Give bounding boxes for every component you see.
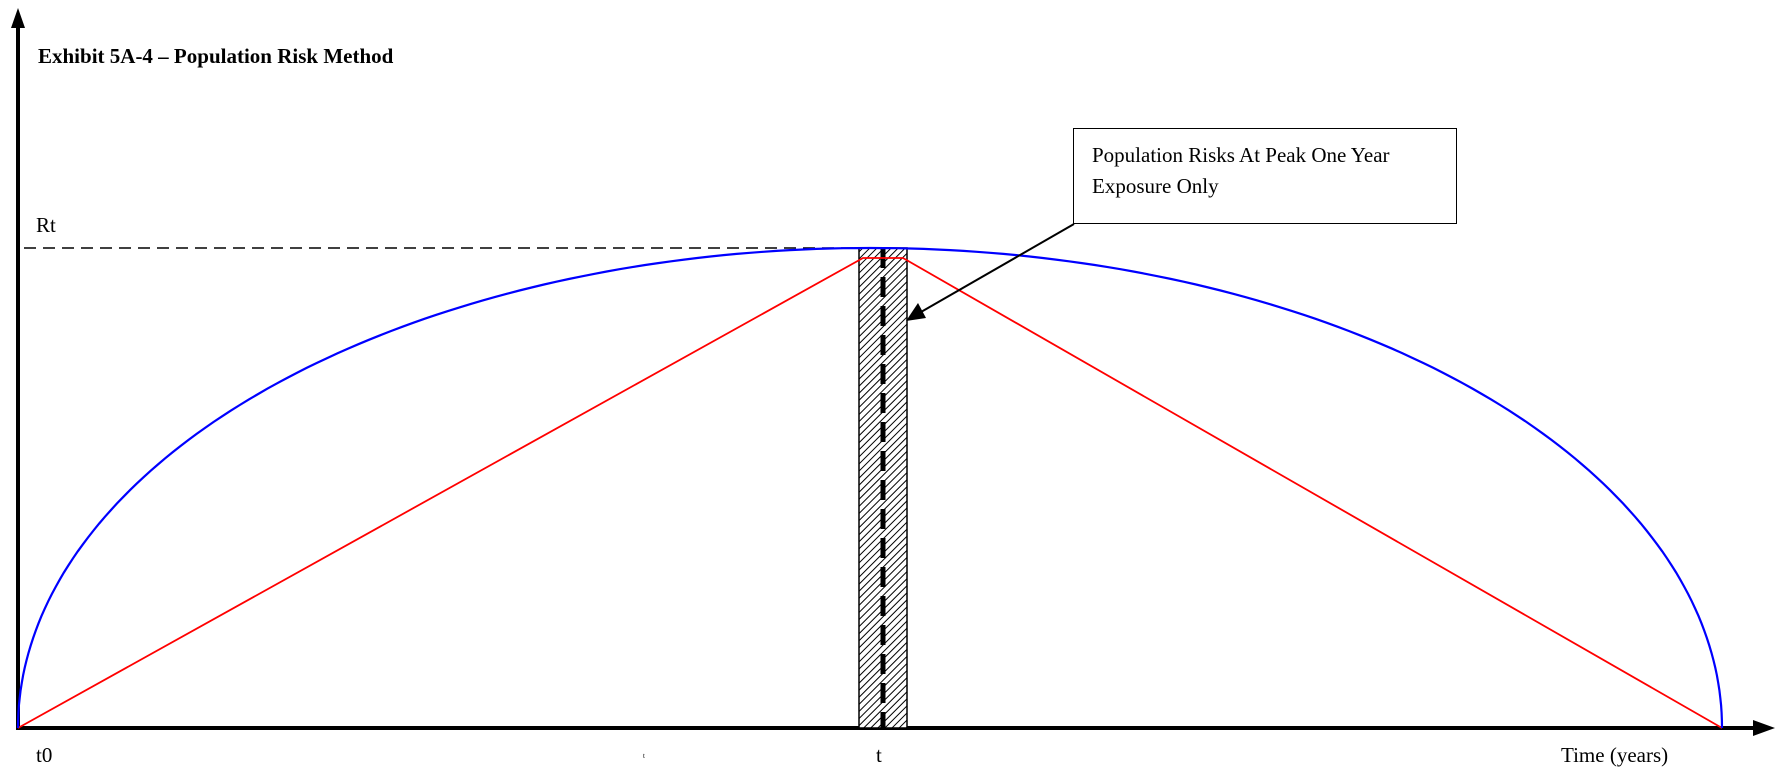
small-tick-label: t <box>643 752 645 760</box>
x-axis-arrowhead <box>1753 720 1775 736</box>
callout-arrowhead <box>906 303 926 321</box>
callout-arrow-line <box>920 223 1075 313</box>
peak-risk-label: Rt <box>36 213 56 237</box>
population-risk-curve <box>16 246 1724 729</box>
x-axis-label: Time (years) <box>1561 743 1669 767</box>
page-title: Exhibit 5A-4 – Population Risk Method <box>38 44 394 68</box>
triangle-exposure-line <box>17 257 1723 729</box>
callout-box: Population Risks At Peak One Year Exposu… <box>1073 128 1457 224</box>
start-time-label: t0 <box>36 743 53 767</box>
peak-time-label: t <box>876 743 882 767</box>
y-axis-arrowhead <box>11 8 25 28</box>
